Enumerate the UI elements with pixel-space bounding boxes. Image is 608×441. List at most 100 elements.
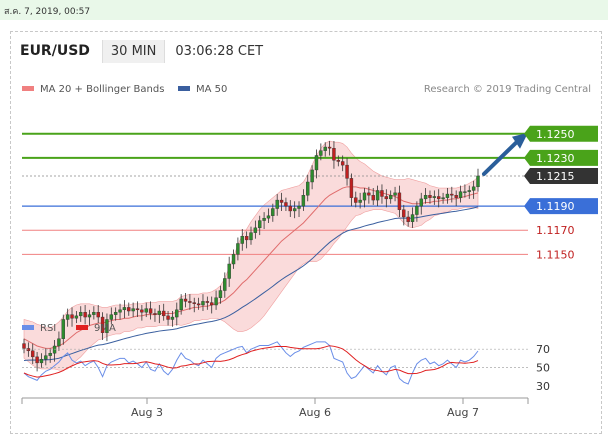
candle-body-13 xyxy=(79,312,83,317)
rsi-tick-label-2: 30 xyxy=(536,380,550,393)
candle-body-75 xyxy=(349,178,354,198)
chart-header: EUR/USD 30 MIN 03:06:28 CET xyxy=(20,38,263,64)
candle-body-7 xyxy=(52,345,57,354)
candle-body-36 xyxy=(179,298,183,311)
candle-body-46 xyxy=(223,278,227,291)
candle-body-40 xyxy=(196,303,201,306)
candle-body-5 xyxy=(44,355,48,360)
candle-body-72 xyxy=(336,160,341,162)
candle-body-81 xyxy=(375,190,380,201)
candle-body-51 xyxy=(244,236,249,241)
candle-body-94 xyxy=(432,196,437,198)
candle-body-25 xyxy=(131,308,135,312)
candle-body-101 xyxy=(463,191,467,193)
candle-body-27 xyxy=(140,309,144,313)
candlesticks xyxy=(22,141,480,372)
candle-body-21 xyxy=(113,312,118,315)
candle-body-14 xyxy=(83,312,87,318)
candle-body-47 xyxy=(227,263,231,279)
candle-body-58 xyxy=(275,199,279,209)
candle-body-85 xyxy=(393,192,397,196)
candle-body-17 xyxy=(96,312,100,318)
candle-body-39 xyxy=(192,302,196,304)
candle-body-10 xyxy=(65,314,70,320)
ma20-legend-swatch xyxy=(22,86,34,91)
candle-body-2 xyxy=(31,350,35,358)
candle-body-98 xyxy=(450,193,454,196)
candle-body-53 xyxy=(253,227,258,233)
candle-body-22 xyxy=(118,309,122,313)
candle-body-37 xyxy=(183,298,188,302)
level-label-bg-0 xyxy=(524,125,598,142)
candle-body-69 xyxy=(323,146,327,151)
ma50-legend-label: MA 50 xyxy=(196,84,227,95)
bollinger-bands xyxy=(23,140,479,371)
rsi-legend-label: RSI xyxy=(40,323,56,334)
x-tick-label-0: Aug 3 xyxy=(131,406,163,419)
candle-body-4 xyxy=(39,359,44,364)
level-label-5: 1.1150 xyxy=(536,248,575,261)
candle-body-32 xyxy=(161,310,166,317)
ma50-legend-swatch xyxy=(178,86,190,91)
rsi-line xyxy=(23,341,479,385)
candle-body-76 xyxy=(354,197,358,203)
candle-body-38 xyxy=(188,301,192,303)
ma50-line xyxy=(23,206,479,361)
candle-body-34 xyxy=(170,316,175,320)
candle-body-35 xyxy=(175,309,179,318)
candle-body-16 xyxy=(92,312,96,315)
candle-body-79 xyxy=(367,192,371,196)
rsi-ma-legend-label: 9MA xyxy=(94,323,116,334)
candle-body-97 xyxy=(445,193,450,198)
timestamp-bar: ส.ค. 7, 2019, 00:57 xyxy=(0,0,608,20)
x-axis-ticks: Aug 3 Aug 6 Aug 7 xyxy=(131,398,479,419)
ma20-line xyxy=(23,186,479,349)
candle-body-56 xyxy=(266,215,271,219)
level-label-bg-2 xyxy=(524,167,598,184)
timeframe-selector[interactable]: 30 MIN xyxy=(101,39,166,63)
level-label-3: 1.1190 xyxy=(536,200,575,213)
level-label-0: 1.1250 xyxy=(536,128,575,141)
ma20-legend-label: MA 20 + Bollinger Bands xyxy=(40,84,164,95)
candle-body-52 xyxy=(249,232,253,241)
candle-body-65 xyxy=(306,181,310,196)
candle-body-87 xyxy=(402,209,406,218)
rsi-tick-label-0: 70 xyxy=(536,343,550,356)
timestamp: ส.ค. 7, 2019, 00:57 xyxy=(4,7,91,17)
candle-body-49 xyxy=(236,243,240,255)
level-label-bg-3 xyxy=(524,198,598,215)
candle-body-15 xyxy=(87,314,92,318)
candle-body-48 xyxy=(231,254,236,265)
level-labels: 1.1250 1.1230 1.1215 1.1190 1.1170 1.1150 xyxy=(524,125,598,261)
candle-body-8 xyxy=(57,338,61,347)
candle-body-57 xyxy=(271,208,275,216)
candle-body-91 xyxy=(419,198,423,207)
candle-body-67 xyxy=(314,155,319,171)
candle-body-61 xyxy=(288,205,292,212)
candle-body-88 xyxy=(406,216,410,222)
chart-legend: MA 20 + Bollinger Bands MA 50 Research ©… xyxy=(22,84,591,95)
candle-body-9 xyxy=(61,319,65,339)
candle-body-95 xyxy=(437,196,441,200)
candle-body-104 xyxy=(476,175,480,188)
candle-body-83 xyxy=(384,196,389,200)
candle-body-82 xyxy=(380,190,384,197)
candle-body-44 xyxy=(214,297,218,306)
candle-body-80 xyxy=(371,195,375,201)
candle-body-73 xyxy=(340,161,345,166)
candle-body-1 xyxy=(26,348,31,352)
rsi-ma-line xyxy=(23,345,479,378)
candle-body-63 xyxy=(297,205,301,209)
candle-body-66 xyxy=(310,169,314,183)
x-tick-label-1: Aug 6 xyxy=(299,406,331,419)
clock: 03:06:28 CET xyxy=(175,43,264,59)
candle-body-33 xyxy=(166,315,170,320)
candle-body-0 xyxy=(22,343,26,349)
candle-body-30 xyxy=(153,313,157,315)
candle-body-54 xyxy=(258,220,262,229)
candle-body-19 xyxy=(105,319,109,333)
candle-body-20 xyxy=(109,314,114,320)
candle-body-23 xyxy=(122,307,127,311)
candle-body-42 xyxy=(205,301,210,303)
